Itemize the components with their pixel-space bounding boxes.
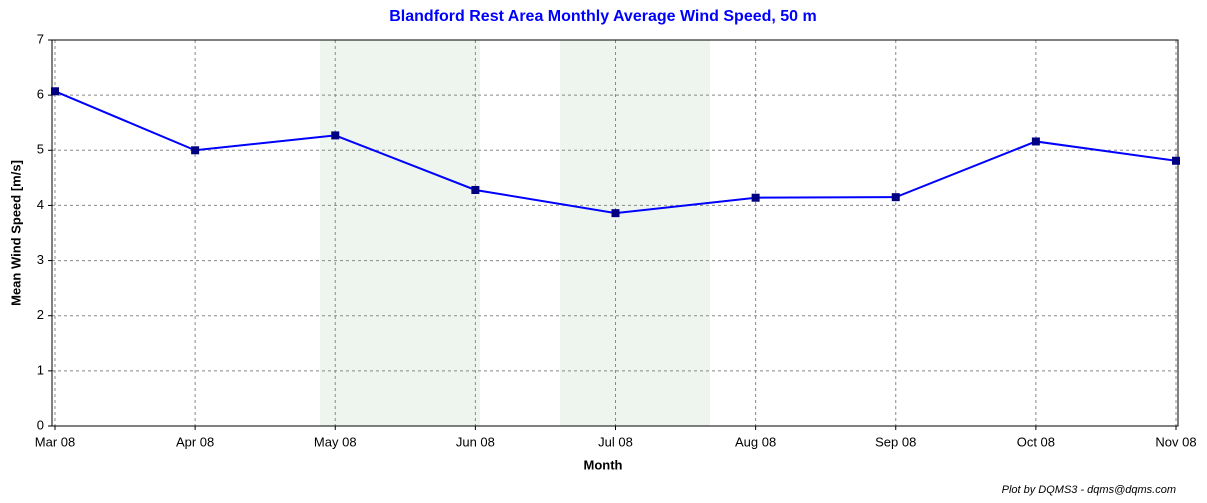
data-point — [191, 146, 200, 155]
y-tick-label: 0 — [37, 417, 44, 432]
y-tick-label: 5 — [37, 142, 44, 157]
plot-frame — [51, 39, 1179, 427]
x-tick-label: Apr 08 — [176, 434, 214, 449]
chart-title: Blandford Rest Area Monthly Average Wind… — [389, 8, 817, 25]
data-point — [891, 193, 900, 202]
y-tick-label: 4 — [37, 197, 44, 212]
y-axis-label: Mean Wind Speed [m/s] — [8, 160, 23, 306]
x-tick-label: Mar 08 — [35, 434, 75, 449]
watermark — [320, 40, 480, 426]
data-point — [1031, 137, 1040, 146]
x-tick-label: Aug 08 — [735, 434, 776, 449]
x-tick-label: Jun 08 — [456, 434, 495, 449]
data-point — [51, 87, 59, 96]
x-tick-label: Nov 08 — [1155, 434, 1196, 449]
y-tick-label: 2 — [37, 307, 44, 322]
watermark — [560, 40, 710, 426]
data-point — [471, 185, 480, 194]
x-axis-label: Month — [584, 457, 623, 472]
footer: Plot by DQMS3 - dqms@dqms.com — [1002, 484, 1176, 496]
y-tick-label: 1 — [37, 362, 44, 377]
data-point — [1172, 156, 1180, 165]
x-tick-label: May 08 — [314, 434, 357, 449]
y-tick-label: 3 — [37, 252, 44, 267]
data-point — [751, 193, 760, 202]
x-tick-label: Jul 08 — [598, 434, 633, 449]
y-tick-label: 6 — [37, 87, 44, 102]
y-tick-label: 7 — [37, 31, 44, 46]
data-point — [611, 209, 620, 218]
x-tick-label: Oct 08 — [1017, 434, 1055, 449]
x-tick-label: Sep 08 — [875, 434, 916, 449]
data-point — [331, 131, 340, 140]
